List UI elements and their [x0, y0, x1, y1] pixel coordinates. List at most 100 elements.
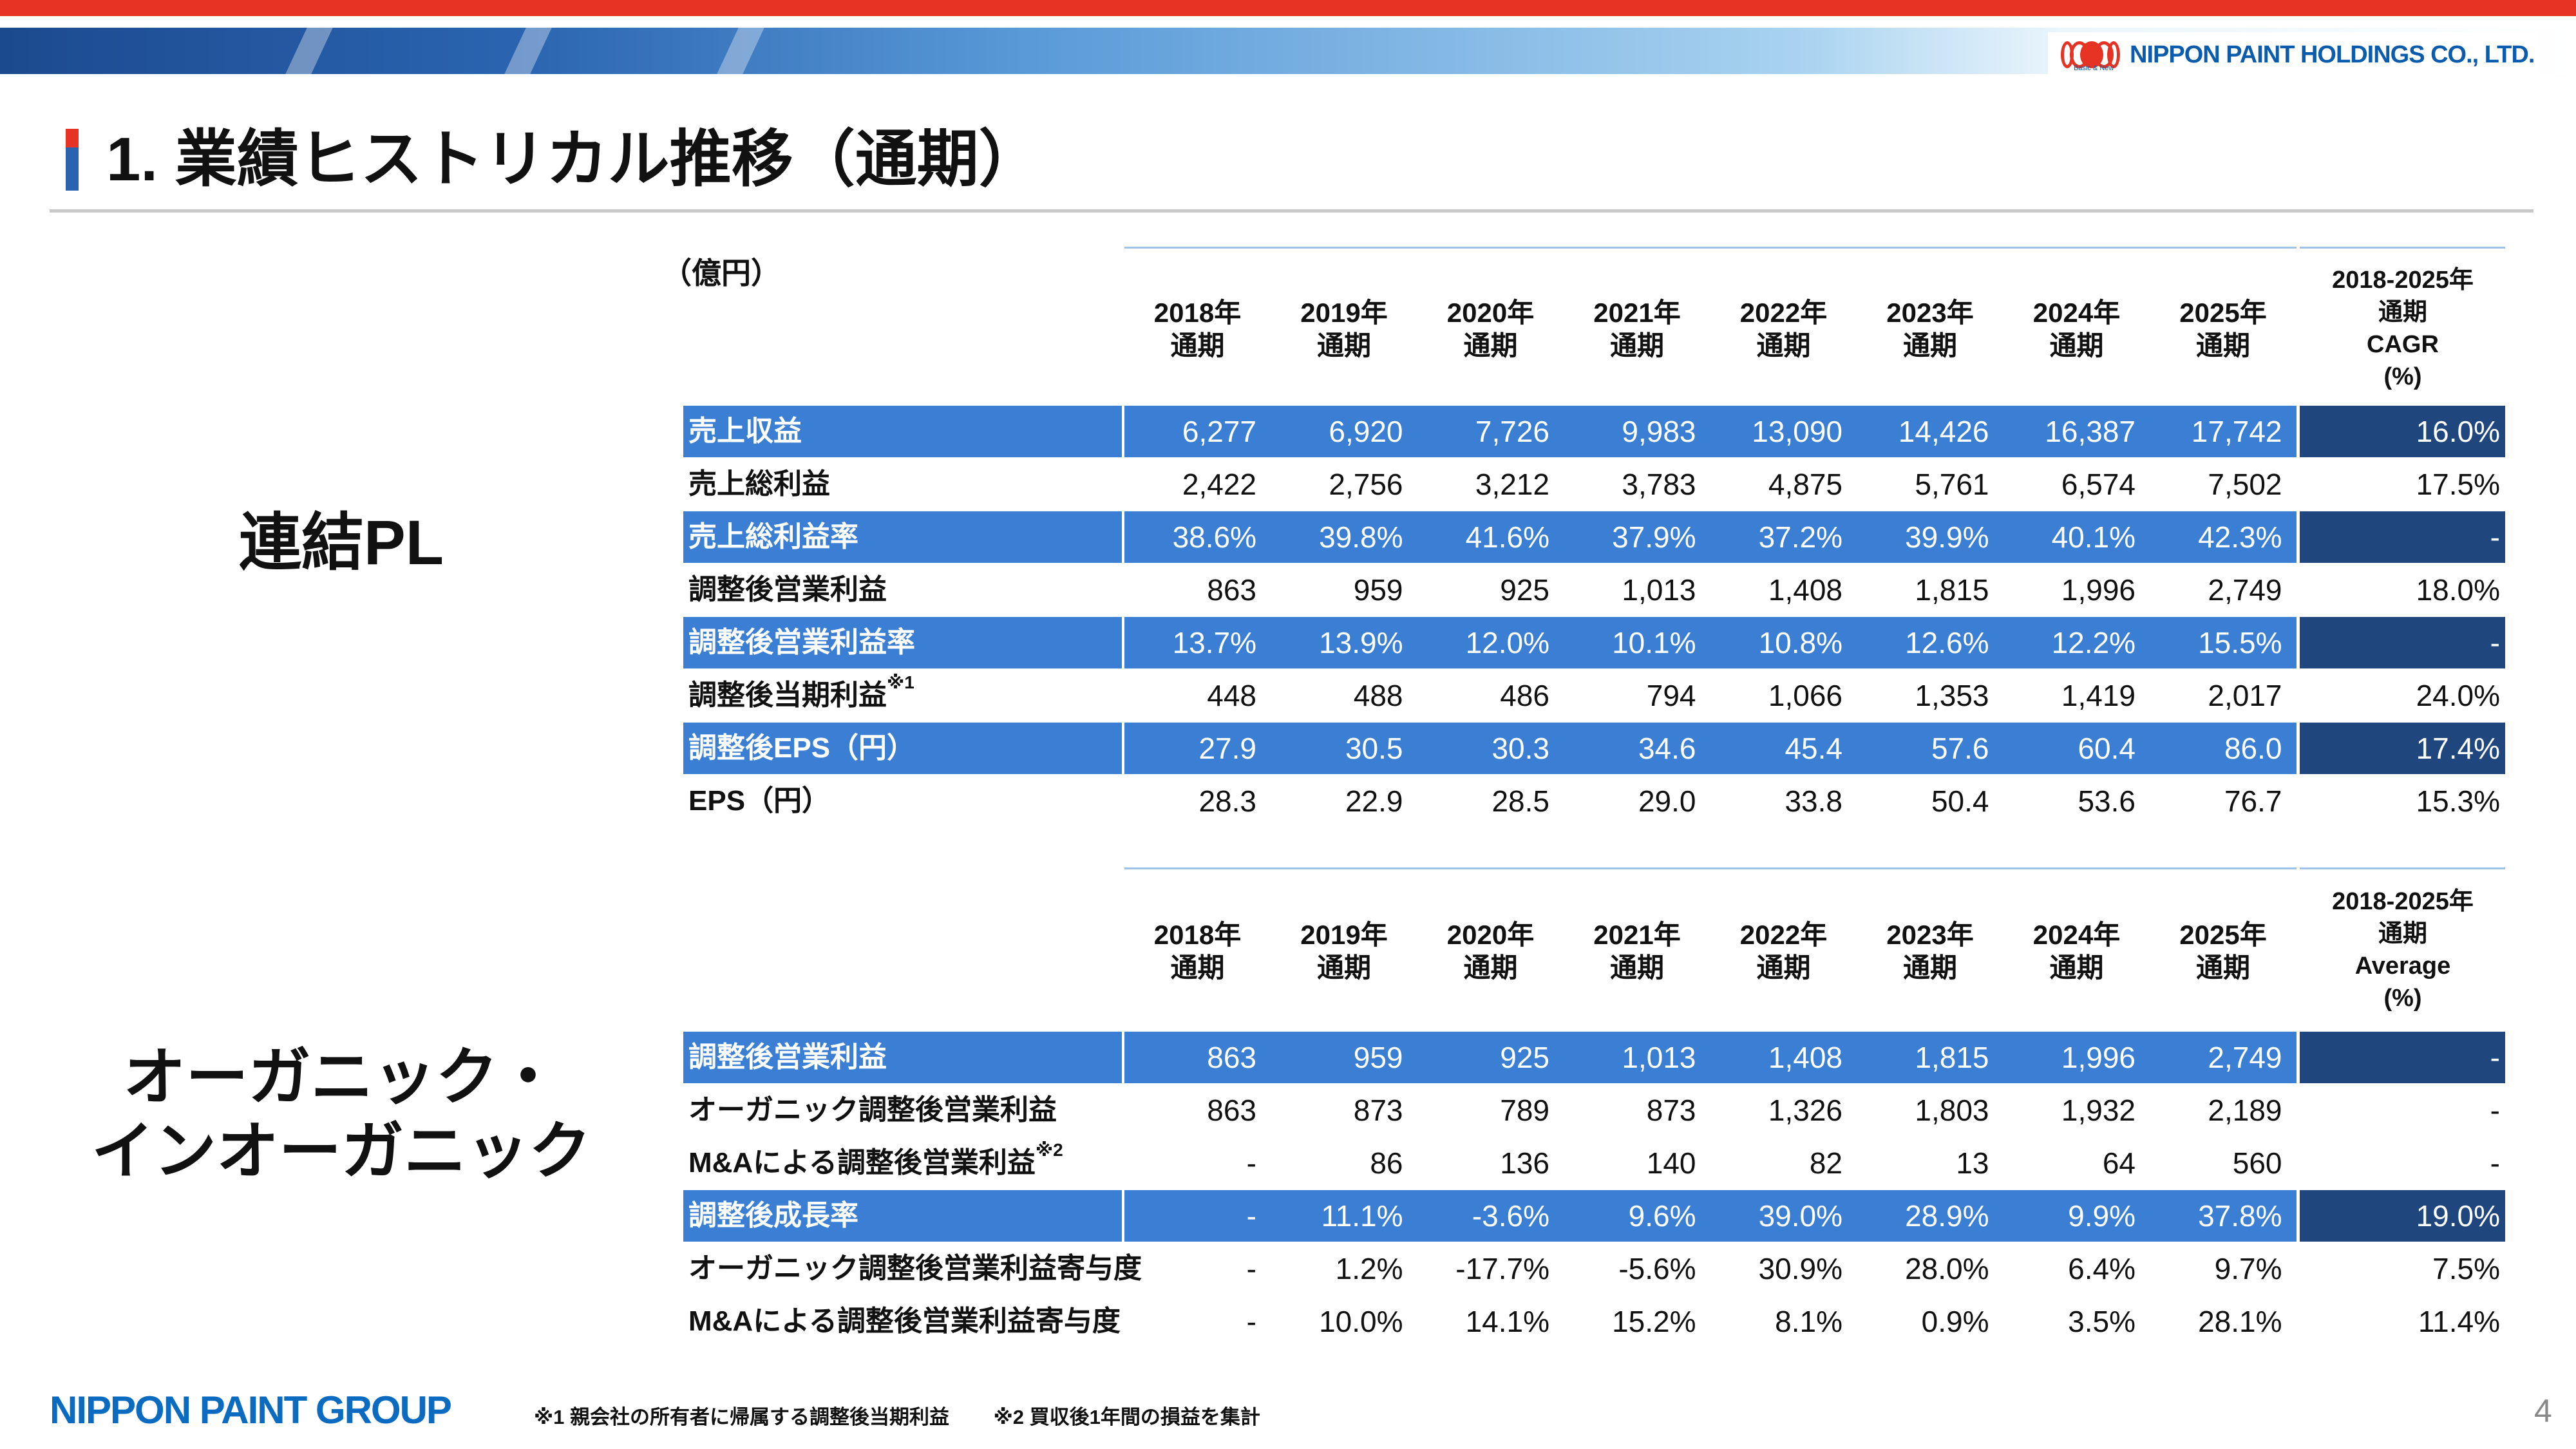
- table-cell: 7,502: [2208, 468, 2282, 501]
- table-cell: 2,422: [1182, 468, 1256, 501]
- table-cell: 1,996: [2061, 573, 2136, 607]
- row-label: オーガニック調整後営業利益: [683, 1084, 1122, 1136]
- column-header-period: 通期: [1902, 330, 1957, 361]
- table-cell: -: [1246, 1146, 1256, 1180]
- table-cell: 486: [1500, 679, 1549, 712]
- column-header-year: 2022年: [1739, 298, 1828, 328]
- column-header-summary: (%): [2383, 363, 2422, 390]
- summary-cell: 17.5%: [2416, 468, 2500, 501]
- title-accent-bar: [66, 129, 79, 191]
- column-header-summary: Average: [2354, 952, 2451, 980]
- table-cell: 925: [1500, 573, 1549, 607]
- table-cell: 27.9: [1124, 723, 1271, 774]
- column-header-year: 2021年: [1593, 298, 1681, 328]
- row-label-text: EPS（円）: [688, 785, 831, 817]
- column-header-period: 通期: [1170, 952, 1225, 983]
- table-row: 調整後EPS（円） 27.9 30.5 30.3 34.6 45.4 57.6 60.4 86.…: [683, 723, 2505, 775]
- table-cell: 560: [2232, 1146, 2282, 1180]
- table-cell: 76.7: [2224, 784, 2282, 818]
- table-cell: 1,815: [1857, 1032, 2003, 1083]
- row-label: 調整後営業利益: [683, 1032, 1122, 1083]
- table-cell: 39.0%: [1710, 1190, 1857, 1242]
- column-header-period: 通期: [2049, 952, 2104, 983]
- table-cell: 13.9%: [1271, 617, 1417, 668]
- title-divider: [50, 209, 2533, 213]
- table-cell: 7,726: [1417, 406, 1564, 457]
- row-label-text: M&Aによる調整後営業利益寄与度: [688, 1305, 1121, 1337]
- table-row: M&Aによる調整後営業利益寄与度 - 10.0% 14.1% 15.2% 8.1% 0.9%…: [683, 1296, 2505, 1349]
- table-cell: 2,017: [2208, 679, 2282, 712]
- summary-cell: 7.5%: [2432, 1252, 2500, 1285]
- column-header-year: 2024年: [2032, 920, 2121, 950]
- table-cell: 53.6: [2078, 784, 2136, 818]
- table-cell: 1,408: [1768, 573, 1842, 607]
- table-cell: 1,815: [1915, 573, 1989, 607]
- table-cell: 64: [2102, 1146, 2136, 1180]
- table-cell: 2,756: [1329, 468, 1403, 501]
- summary-cell: 19.0%: [2300, 1190, 2505, 1242]
- row-label: 売上総利益率: [683, 511, 1122, 563]
- table-cell: -: [1246, 1305, 1256, 1338]
- table-cell: 13.7%: [1124, 617, 1271, 668]
- table-cell: 9.7%: [2214, 1252, 2282, 1285]
- table-cell: 15.2%: [1612, 1305, 1696, 1338]
- table-cell: 1,013: [1622, 573, 1696, 607]
- table-cell: 9,983: [1564, 406, 1710, 457]
- table-cell: 12.6%: [1857, 617, 2003, 668]
- table-cell: 28.9%: [1857, 1190, 2003, 1242]
- table-row: オーガニック調整後営業利益寄与度 - 1.2% -17.7% -5.6% 30.9% 28.…: [683, 1243, 2505, 1296]
- table-cell: 39.9%: [1857, 511, 2003, 563]
- table-cell: 12.2%: [2003, 617, 2150, 668]
- table-cell: 22.9: [1345, 784, 1403, 818]
- summary-cell: 18.0%: [2416, 573, 2500, 607]
- table-cell: 33.8: [1785, 784, 1842, 818]
- page-title: 1. 業績ヒストリカル推移（通期）: [106, 125, 1041, 194]
- column-header-period: 通期: [1316, 330, 1371, 361]
- table-cell: 42.3%: [2150, 511, 2297, 563]
- summary-cell: 17.4%: [2300, 723, 2505, 774]
- table-cell: 28.1%: [2198, 1305, 2282, 1338]
- table-cell: 37.2%: [1710, 511, 1857, 563]
- table-cell: 45.4: [1710, 723, 1857, 774]
- section-title-organic-2: インオーガニック: [91, 1116, 591, 1186]
- footnote-1: ※1 親会社の所有者に帰属する調整後当期利益: [534, 1406, 949, 1428]
- row-label-text: 調整後営業利益率: [688, 627, 915, 658]
- table-cell: 6,574: [2061, 468, 2136, 501]
- unit-label: （億円）: [662, 256, 781, 290]
- table-cell: 30.3: [1417, 723, 1564, 774]
- column-header-year: 2025年: [2179, 920, 2267, 950]
- table-cell: 12.0%: [1417, 617, 1564, 668]
- table-cell: 1,419: [2061, 679, 2136, 712]
- header-rule: [1124, 867, 2297, 869]
- table-cell: 1,803: [1915, 1094, 1989, 1127]
- table-cell: 14,426: [1857, 406, 2003, 457]
- table-cell: 2,749: [2208, 573, 2282, 607]
- table-cell: 17,742: [2150, 406, 2297, 457]
- summary-cell: 16.0%: [2300, 406, 2505, 457]
- table-row: オーガニック調整後営業利益 863 873 789 873 1,326 1,803 1,932…: [683, 1084, 2505, 1137]
- table-cell: 16,387: [2003, 406, 2150, 457]
- table-row: 調整後営業利益 863 959 925 1,013 1,408 1,815 1,996 2,74…: [683, 1032, 2505, 1084]
- table-cell: 4,875: [1768, 468, 1842, 501]
- table-cell: 28.3: [1198, 784, 1256, 818]
- table-cell: 2,189: [2208, 1094, 2282, 1127]
- column-header-period: 通期: [1463, 952, 1518, 983]
- table-cell: 959: [1271, 1032, 1417, 1083]
- header-rule: [1124, 247, 2297, 249]
- table-cell: 789: [1500, 1094, 1549, 1127]
- column-header-year: 2023年: [1886, 920, 1974, 950]
- table-cell: 863: [1207, 1094, 1256, 1127]
- column-header-period: 通期: [1609, 952, 1664, 983]
- summary-cell: -: [2490, 1146, 2500, 1180]
- row-label-text: M&Aによる調整後営業利益: [688, 1147, 1036, 1179]
- logo-mark-icon: [2061, 39, 2122, 71]
- table-cell: 60.4: [2003, 723, 2150, 774]
- table-cell: 37.9%: [1564, 511, 1710, 563]
- table-cell: 37.8%: [2150, 1190, 2297, 1242]
- footnote-marker: ※2: [1035, 1140, 1063, 1160]
- column-header-summary: 通期: [2378, 920, 2427, 947]
- row-label-text: 売上収益: [688, 415, 802, 447]
- row-label: 調整後営業利益率: [683, 617, 1122, 668]
- table-cell: 488: [1353, 679, 1403, 712]
- table-cell: 41.6%: [1417, 511, 1564, 563]
